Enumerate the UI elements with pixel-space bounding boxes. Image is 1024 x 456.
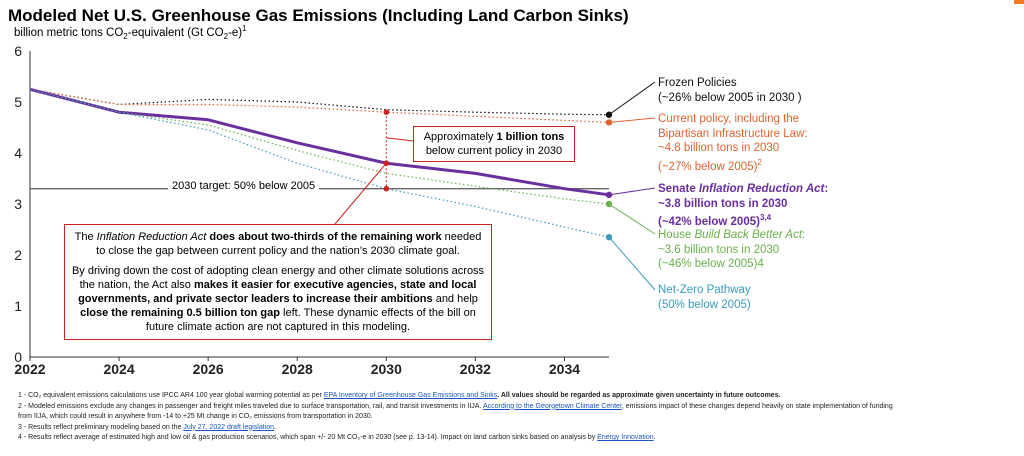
label-frozen-policies: Frozen Policies (~26% below 2005 in 2030… (658, 77, 802, 104)
leader-line (608, 187, 656, 196)
draft-legislation-link[interactable]: July 27, 2022 draft legislation (183, 423, 275, 431)
x-tick-label: 2028 (282, 361, 313, 377)
gap-callout-box: Approximately 1 billion tons below curren… (413, 126, 575, 162)
footnotes: 1 - CO₂ equivalent emissions calculation… (18, 391, 893, 444)
senate-ira-endpoint (605, 191, 613, 199)
current-policy-line (29, 88, 610, 123)
label-senate-ira: Senate Inflation Reduction Act: ~3.8 bil… (658, 183, 829, 228)
x-tick-label: 2022 (14, 361, 45, 377)
leader-line (608, 236, 656, 291)
footnote-2-cont: from IIJA, which could result in anywher… (18, 413, 373, 420)
footnote-4: 4 - Results reflect average of estimated… (18, 434, 656, 441)
y-tick-label: 3 (14, 196, 22, 212)
y-axis-unit-label: billion metric tons CO2-equivalent (Gt C… (14, 24, 247, 42)
callout-pointer (386, 137, 414, 142)
house-bbb-endpoint (605, 200, 613, 208)
x-tick-label: 2032 (460, 361, 491, 377)
y-tick-label: 2 (14, 247, 22, 263)
label-house-bbb: House Build Back Better Act: ~3.6 billio… (658, 229, 806, 270)
epa-inventory-link[interactable]: EPA Inventory of Greenhouse Gas Emission… (323, 392, 498, 399)
label-net-zero: Net-Zero Pathway (50% below 2005) (658, 284, 751, 311)
label-current-policy: Current policy, including the Bipartisan… (658, 113, 808, 173)
x-tick-label: 2030 (371, 361, 402, 377)
y-tick-label: 4 (14, 145, 22, 161)
leader-line (608, 81, 656, 116)
x-tick-label: 2026 (193, 361, 224, 377)
gap-2030-point (383, 185, 390, 192)
note-pointer (334, 162, 387, 225)
senate-ira-line (29, 87, 610, 197)
footnote-1: 1 - CO₂ equivalent emissions calculation… (18, 392, 781, 399)
energy-innovation-link[interactable]: Energy Innovation (597, 434, 654, 441)
y-tick-label: 0 (14, 349, 22, 365)
leader-line (608, 203, 656, 235)
current-policy-endpoint (605, 119, 613, 126)
x-tick-label: 2034 (549, 361, 580, 377)
y-tick-label: 5 (14, 94, 22, 110)
net-zero-endpoint (605, 233, 613, 241)
footnote-3: 3 - Results reflect preliminary modeling… (18, 423, 276, 431)
gap-2030-point (383, 109, 390, 115)
ira-note-box: The Inflation Reduction Act does about t… (64, 224, 492, 340)
y-tick-label: 6 (14, 43, 22, 59)
y-tick-label: 1 (14, 298, 22, 314)
footnote-2: 2 - Modeled emissions exclude any change… (18, 402, 893, 410)
note-paragraph-2: By driving down the cost of adopting cle… (71, 265, 485, 333)
net-zero-line (29, 88, 610, 238)
frozen-policies-line (29, 88, 610, 116)
chart-title: Modeled Net U.S. Greenhouse Gas Emission… (8, 6, 629, 25)
leader-line (608, 117, 656, 123)
target-line-label: 2030 target: 50% below 2005 (168, 180, 320, 192)
frozen-policies-endpoint (605, 111, 613, 118)
x-tick-label: 2024 (103, 361, 134, 377)
accent-bar (1014, 0, 1024, 4)
house-bbb-line (29, 88, 610, 205)
georgetown-link[interactable]: According to the Georgetown Climate Cent… (482, 402, 622, 410)
note-paragraph-1: The Inflation Reduction Act does about t… (74, 231, 482, 257)
